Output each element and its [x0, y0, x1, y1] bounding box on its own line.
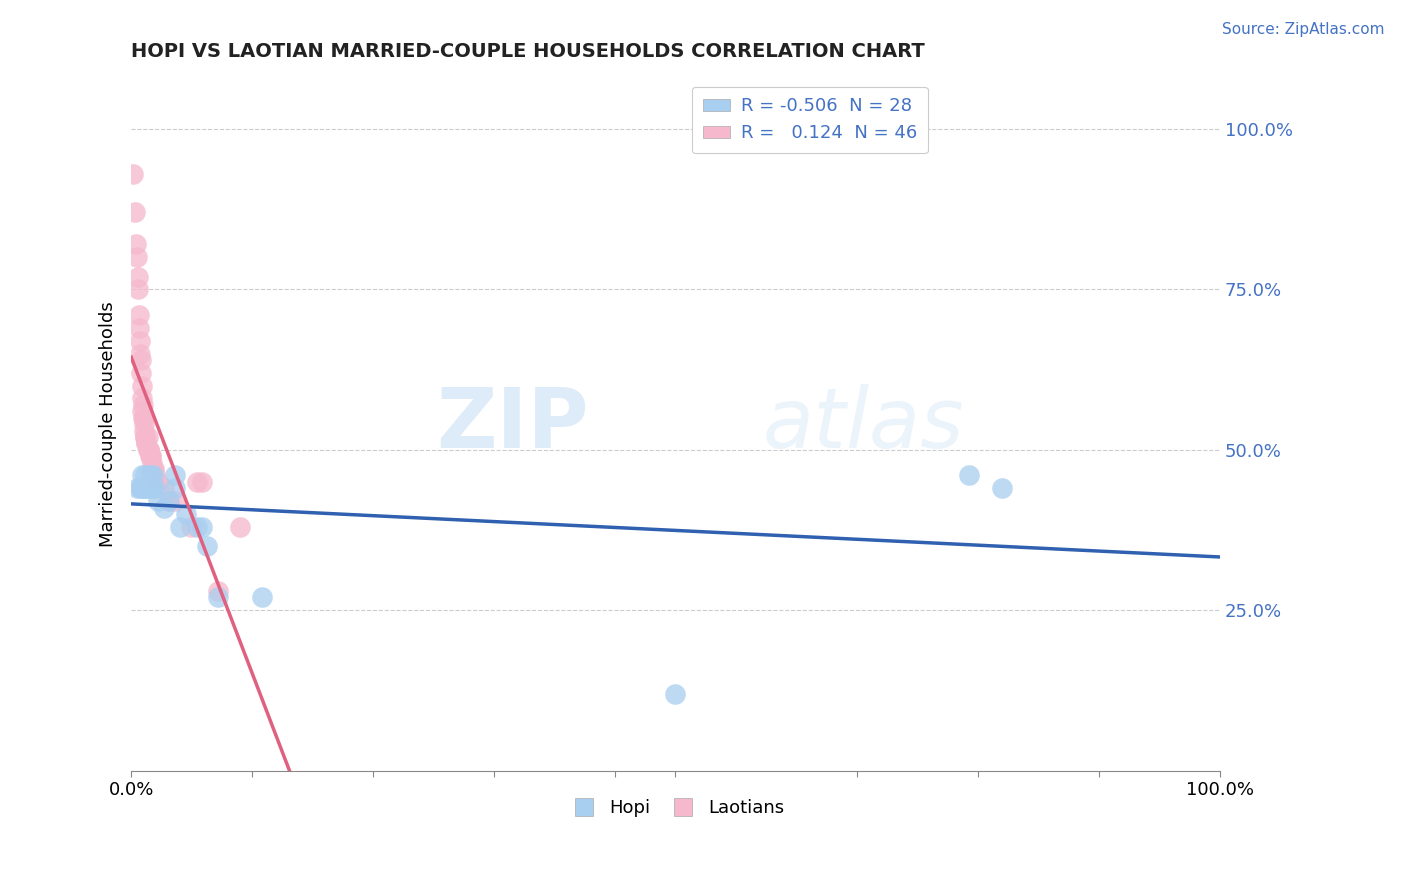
Point	[129, 481, 152, 495]
Point	[124, 205, 146, 219]
Point	[141, 456, 163, 470]
Point	[134, 430, 156, 444]
Point	[136, 442, 159, 457]
Point	[125, 481, 148, 495]
Point	[142, 462, 165, 476]
Point	[197, 539, 219, 553]
Point	[163, 481, 186, 495]
Point	[136, 430, 159, 444]
Point	[128, 321, 150, 335]
Point	[153, 481, 176, 495]
Point	[191, 475, 214, 489]
Text: atlas: atlas	[762, 384, 965, 465]
Point	[129, 334, 152, 348]
Point	[207, 591, 229, 605]
Point	[132, 398, 155, 412]
Point	[139, 468, 162, 483]
Point	[131, 378, 153, 392]
Point	[174, 507, 197, 521]
Point	[134, 430, 156, 444]
Point	[186, 475, 208, 489]
Point	[129, 353, 152, 368]
Point	[135, 436, 157, 450]
Point	[139, 481, 162, 495]
Point	[169, 520, 191, 534]
Point	[128, 308, 150, 322]
Point	[131, 481, 153, 495]
Point	[143, 468, 166, 483]
Point	[138, 442, 160, 457]
Point	[148, 494, 170, 508]
Point	[142, 468, 165, 483]
Point	[186, 520, 208, 534]
Point	[127, 282, 149, 296]
Point	[142, 481, 165, 495]
Point	[134, 417, 156, 431]
Point	[148, 475, 170, 489]
Point	[134, 410, 156, 425]
Point	[957, 468, 980, 483]
Point	[157, 494, 180, 508]
Point	[134, 424, 156, 438]
Point	[139, 449, 162, 463]
Text: HOPI VS LAOTIAN MARRIED-COUPLE HOUSEHOLDS CORRELATION CHART: HOPI VS LAOTIAN MARRIED-COUPLE HOUSEHOLD…	[131, 42, 925, 61]
Point	[138, 442, 160, 457]
Point	[143, 462, 166, 476]
Point	[134, 481, 156, 495]
Text: Source: ZipAtlas.com: Source: ZipAtlas.com	[1222, 22, 1385, 37]
Point	[136, 481, 159, 495]
Point	[143, 481, 166, 495]
Point	[129, 366, 152, 380]
Point	[991, 481, 1014, 495]
Point	[139, 449, 162, 463]
Point	[153, 500, 176, 515]
Point	[132, 410, 155, 425]
Point	[131, 392, 153, 406]
Point	[131, 468, 153, 483]
Point	[207, 584, 229, 599]
Point	[180, 520, 202, 534]
Point	[157, 494, 180, 508]
Legend: Hopi, Laotians: Hopi, Laotians	[560, 791, 792, 824]
Point	[664, 687, 686, 701]
Text: ZIP: ZIP	[436, 384, 588, 465]
Point	[122, 167, 145, 181]
Point	[134, 468, 156, 483]
Point	[139, 449, 162, 463]
Point	[125, 250, 148, 264]
Point	[191, 520, 214, 534]
Point	[131, 404, 153, 418]
Point	[127, 269, 149, 284]
Point	[138, 442, 160, 457]
Y-axis label: Married-couple Households: Married-couple Households	[100, 301, 117, 547]
Point	[142, 462, 165, 476]
Point	[163, 468, 186, 483]
Point	[229, 520, 252, 534]
Point	[134, 481, 156, 495]
Point	[129, 346, 152, 360]
Point	[250, 591, 273, 605]
Point	[163, 494, 186, 508]
Point	[135, 436, 157, 450]
Point	[124, 237, 146, 252]
